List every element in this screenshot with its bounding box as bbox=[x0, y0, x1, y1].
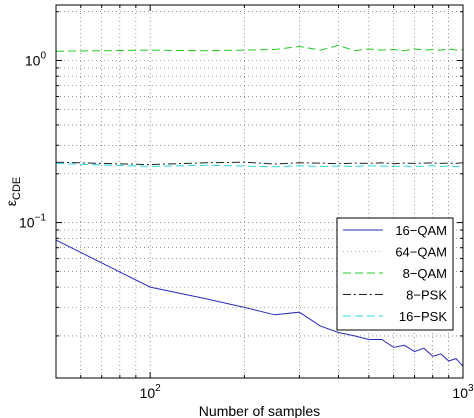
tick-labels: 102 103 10−1 100 bbox=[19, 51, 474, 401]
x-axis-label: Number of samples bbox=[199, 403, 320, 418]
series-line-3 bbox=[55, 161, 464, 166]
legend: 16−QAM 64−QAM 8−QAM 8−PSK 16−PSK bbox=[336, 217, 454, 331]
y-axis-label: εCDE bbox=[3, 177, 23, 206]
legend-box bbox=[336, 217, 454, 331]
series-line-0 bbox=[55, 239, 464, 367]
ticks bbox=[55, 5, 464, 378]
series-line-4 bbox=[55, 162, 464, 168]
series-line-2 bbox=[55, 44, 464, 52]
legend-label-2: 8−QAM bbox=[403, 266, 447, 281]
y-tick-label: 100 bbox=[25, 51, 47, 69]
x-tick-label: 103 bbox=[452, 383, 474, 401]
y-axis-label-main: ε bbox=[3, 200, 19, 206]
series-layer bbox=[55, 44, 464, 367]
plot-frame bbox=[55, 4, 464, 379]
y-axis-label-sub: CDE bbox=[11, 177, 23, 200]
x-tick-label: 102 bbox=[140, 383, 162, 401]
legend-label-4: 16−PSK bbox=[399, 309, 447, 324]
y-tick-label: 10−1 bbox=[19, 213, 46, 231]
legend-label-0: 16−QAM bbox=[395, 223, 447, 238]
legend-label-1: 64−QAM bbox=[395, 245, 447, 260]
legend-label-3: 8−PSK bbox=[406, 288, 447, 303]
